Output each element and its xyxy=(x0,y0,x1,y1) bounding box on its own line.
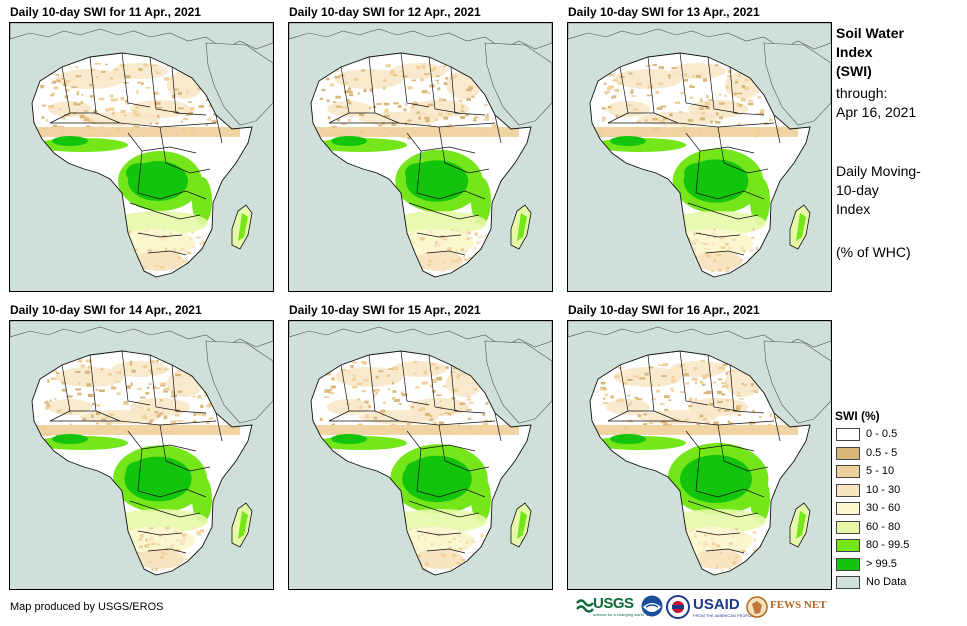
legend-swatch xyxy=(836,483,860,497)
legend-label: 80 - 99.5 xyxy=(866,539,910,551)
usaid-logo: USAID FROM THE AMERICAN PEOPLE xyxy=(666,594,753,620)
africa-map-graphic xyxy=(289,23,552,291)
units-label: (% of WHC) xyxy=(836,244,911,260)
panel-title-6: Daily 10-day SWI for 16 Apr., 2021 xyxy=(568,303,760,317)
index-title-line3: (SWI) xyxy=(836,63,872,79)
usgs-logo: USGS science for a changing world xyxy=(576,594,644,620)
legend-swatch xyxy=(836,520,860,534)
legend-swatch xyxy=(836,576,860,589)
panel-title-1: Daily 10-day SWI for 11 Apr., 2021 xyxy=(10,5,201,19)
africa-map-graphic xyxy=(568,321,831,589)
index-title-line1: Soil Water xyxy=(836,25,904,41)
legend-title: SWI (%) xyxy=(835,409,880,423)
panel-title-2: Daily 10-day SWI for 12 Apr., 2021 xyxy=(289,5,481,19)
swi-map-5 xyxy=(288,320,553,590)
africa-map-graphic xyxy=(568,23,831,291)
panel-title-4: Daily 10-day SWI for 14 Apr., 2021 xyxy=(10,303,202,317)
legend-label: No Data xyxy=(866,576,907,588)
legend-swatch xyxy=(836,428,860,441)
panel-title-3: Daily 10-day SWI for 13 Apr., 2021 xyxy=(568,5,760,19)
legend-label: 60 - 80 xyxy=(866,520,901,533)
swi-map-4 xyxy=(9,320,274,590)
noaa-logo-text: NOAA xyxy=(646,613,655,617)
usaid-logo-text: USAID xyxy=(693,596,740,613)
legend-label: > 99.5 xyxy=(866,557,897,570)
legend-swatch xyxy=(836,502,860,515)
legend-label: 5 - 10 xyxy=(866,465,895,477)
legend-swatch xyxy=(836,465,860,478)
legend-label: 0.5 - 5 xyxy=(866,446,898,459)
through-label: through: xyxy=(836,85,888,101)
usgs-logo-graphic xyxy=(576,599,594,613)
swi-map-1 xyxy=(9,22,274,292)
description-line2: 10-day xyxy=(836,182,879,198)
legend-label: 30 - 60 xyxy=(866,502,901,514)
through-date: Apr 16, 2021 xyxy=(836,104,917,120)
swi-map-6 xyxy=(567,320,832,590)
fewsnet-logo: FEWS NET xyxy=(746,594,827,620)
africa-map-graphic xyxy=(10,23,273,291)
description-line1: Daily Moving- xyxy=(836,163,921,179)
legend-swatch xyxy=(836,539,860,552)
usaid-tagline: FROM THE AMERICAN PEOPLE xyxy=(693,613,753,618)
fewsnet-logo-text: FEWS NET xyxy=(770,599,827,611)
legend-swatch xyxy=(836,557,860,571)
legend-label: 10 - 30 xyxy=(866,483,901,496)
africa-map-graphic xyxy=(289,321,552,589)
swi-map-2 xyxy=(288,22,553,292)
description-line3: Index xyxy=(836,201,871,217)
credit-text: Map produced by USGS/EROS xyxy=(10,601,164,613)
africa-map-graphic xyxy=(10,321,273,589)
usgs-logo-text: USGS xyxy=(593,595,634,612)
swi-map-3 xyxy=(567,22,832,292)
noaa-logo: NOAA xyxy=(640,594,666,620)
usgs-tagline: science for a changing world xyxy=(593,612,644,617)
panel-title-5: Daily 10-day SWI for 15 Apr., 2021 xyxy=(289,303,481,317)
legend-label: 0 - 0.5 xyxy=(866,428,898,440)
index-title-line2: Index xyxy=(836,44,873,60)
legend-swatch xyxy=(836,446,860,460)
